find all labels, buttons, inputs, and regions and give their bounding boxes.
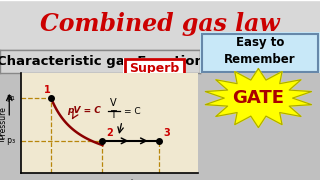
Text: Pressure: Pressure	[0, 106, 8, 139]
Text: V: V	[110, 98, 116, 108]
Text: Easy to
Remember: Easy to Remember	[224, 36, 296, 66]
Text: p₂ = p₃: p₂ = p₃	[0, 136, 15, 145]
Text: 3: 3	[163, 128, 170, 138]
FancyBboxPatch shape	[203, 34, 318, 72]
Text: pV = C: pV = C	[67, 106, 101, 115]
Text: Characteristic gas Equation: Characteristic gas Equation	[0, 55, 204, 68]
Text: p₁: p₁	[7, 93, 15, 102]
Polygon shape	[205, 69, 312, 128]
Text: = C: = C	[124, 107, 140, 116]
Text: GATE: GATE	[232, 89, 284, 107]
Text: 2: 2	[106, 128, 113, 138]
Text: 1: 1	[44, 85, 51, 95]
Text: T: T	[110, 110, 116, 120]
Text: Combined gas law: Combined gas law	[40, 12, 280, 36]
FancyBboxPatch shape	[125, 59, 184, 78]
Text: Superb: Superb	[129, 62, 180, 75]
